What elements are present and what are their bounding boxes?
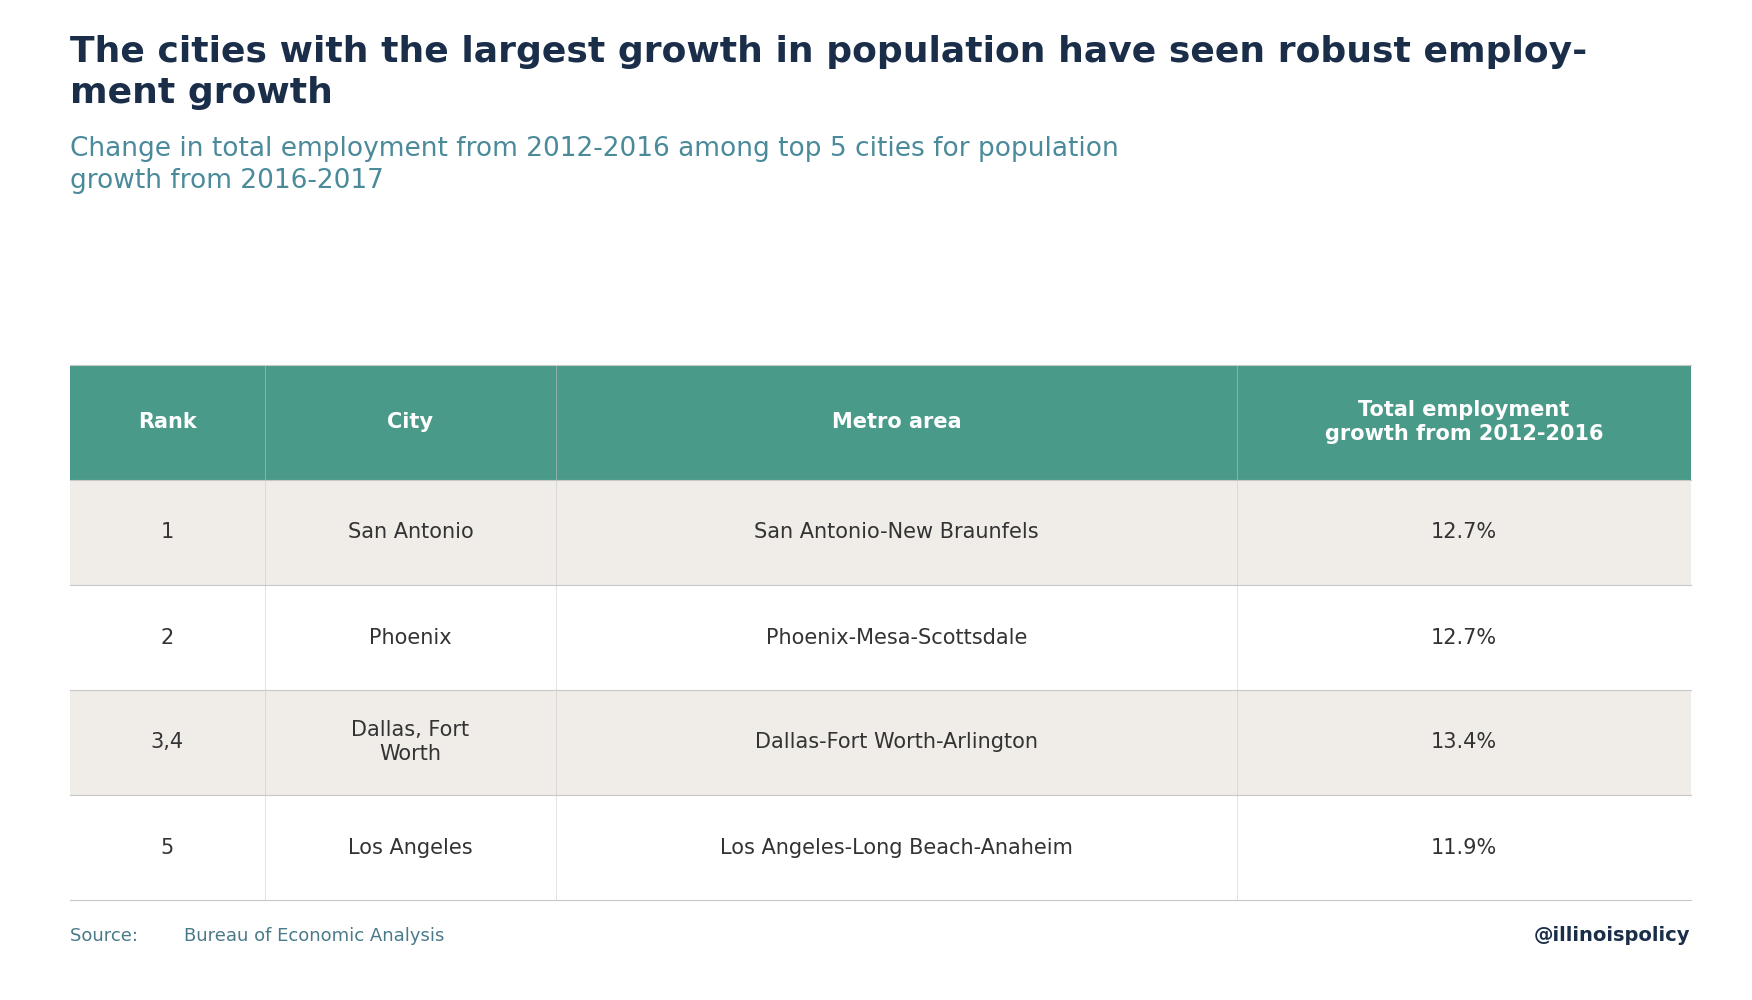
Text: San Antonio: San Antonio <box>347 522 473 542</box>
Text: 2: 2 <box>161 628 173 648</box>
Text: 1: 1 <box>161 522 173 542</box>
Text: Phoenix-Mesa-Scottsdale: Phoenix-Mesa-Scottsdale <box>766 628 1027 648</box>
Text: Dallas, Fort
Worth: Dallas, Fort Worth <box>352 720 470 764</box>
Text: Bureau of Economic Analysis: Bureau of Economic Analysis <box>184 927 445 945</box>
Text: Metro area: Metro area <box>832 412 962 432</box>
Text: Total employment
growth from 2012-2016: Total employment growth from 2012-2016 <box>1325 400 1603 444</box>
Text: 3,4: 3,4 <box>151 732 184 752</box>
Text: 11.9%: 11.9% <box>1431 837 1496 857</box>
Text: Los Angeles: Los Angeles <box>349 837 473 857</box>
Text: 5: 5 <box>161 837 173 857</box>
Text: City: City <box>387 412 433 432</box>
Text: Source:: Source: <box>70 927 149 945</box>
Text: San Antonio-New Braunfels: San Antonio-New Braunfels <box>755 522 1039 542</box>
Text: The cities with the largest growth in population have seen robust employ-
ment g: The cities with the largest growth in po… <box>70 35 1587 110</box>
Text: Change in total employment from 2012-2016 among top 5 cities for population
grow: Change in total employment from 2012-201… <box>70 136 1120 194</box>
Text: Dallas-Fort Worth-Arlington: Dallas-Fort Worth-Arlington <box>755 732 1039 752</box>
Text: 12.7%: 12.7% <box>1431 522 1496 542</box>
Text: Phoenix: Phoenix <box>370 628 452 648</box>
Text: @illinoispolicy: @illinoispolicy <box>1535 926 1691 945</box>
Text: 13.4%: 13.4% <box>1431 732 1496 752</box>
Text: Los Angeles-Long Beach-Anaheim: Los Angeles-Long Beach-Anaheim <box>720 837 1072 857</box>
Text: Rank: Rank <box>138 412 196 432</box>
Text: 12.7%: 12.7% <box>1431 628 1496 648</box>
